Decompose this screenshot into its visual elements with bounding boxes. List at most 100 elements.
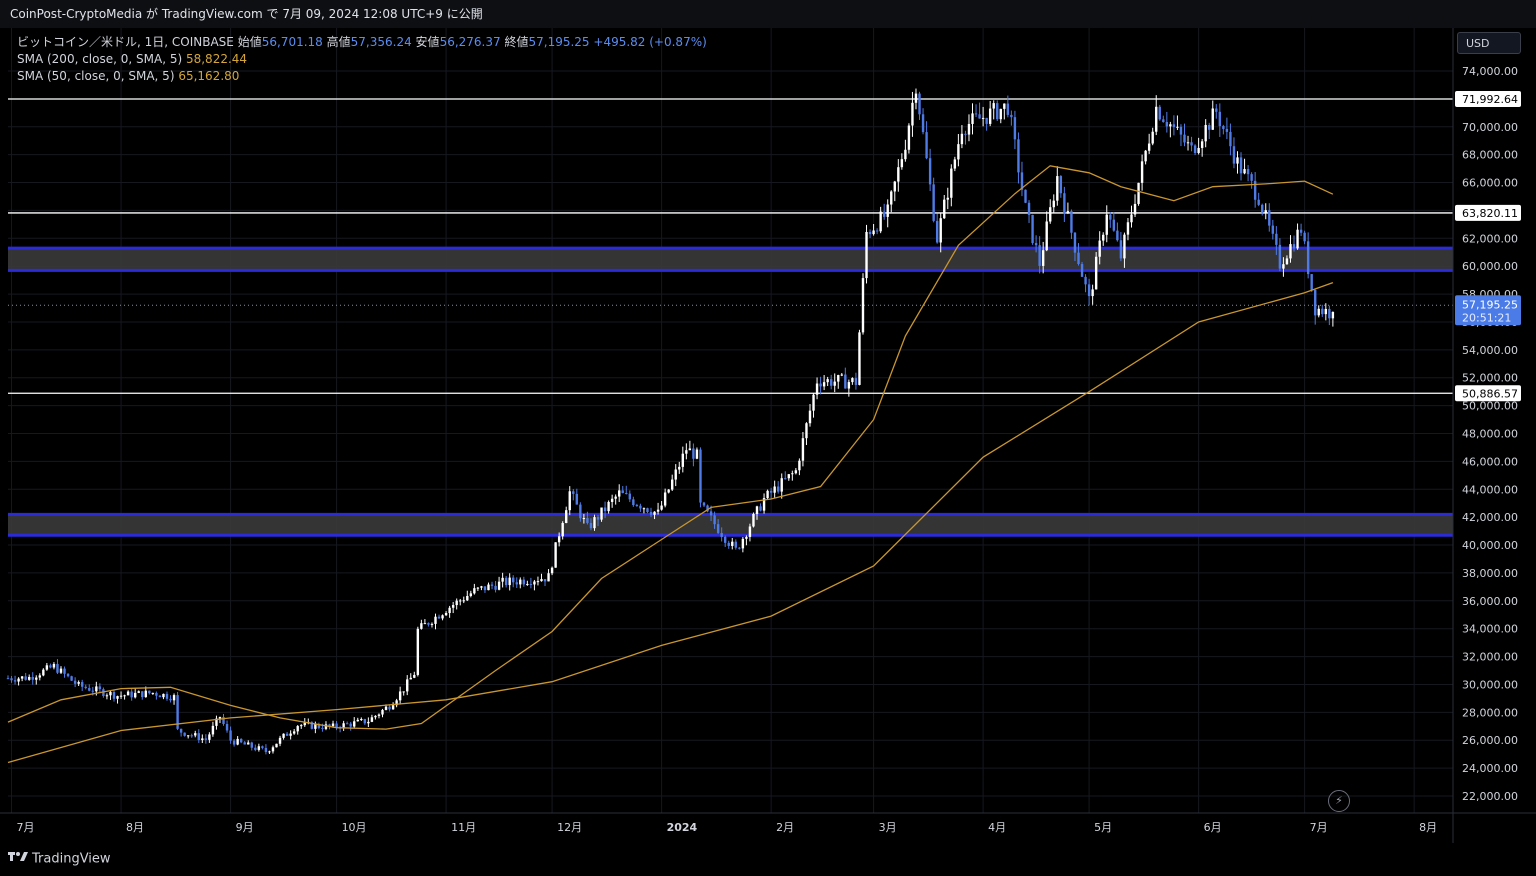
support-resistance-zone[interactable] bbox=[8, 514, 1453, 536]
candle-body bbox=[752, 514, 755, 527]
price-axis-tick-label: 62,000.00 bbox=[1462, 232, 1518, 245]
candle-body bbox=[1038, 245, 1041, 266]
sma200-label: SMA (200, close, 0, SMA, 5) bbox=[17, 52, 183, 66]
candle-body bbox=[653, 511, 656, 515]
candle-body bbox=[543, 579, 547, 582]
candle-body bbox=[646, 508, 649, 512]
candle-body bbox=[1077, 252, 1080, 265]
candle-body bbox=[342, 723, 345, 729]
candle-body bbox=[1310, 274, 1313, 290]
time-axis-tick-label: 2月 bbox=[776, 821, 794, 834]
candle-body bbox=[1271, 225, 1275, 234]
candle-body bbox=[95, 686, 98, 692]
candle-body bbox=[610, 498, 614, 502]
candle-body bbox=[766, 490, 769, 499]
candle-body bbox=[1296, 229, 1299, 249]
candle-body bbox=[935, 220, 939, 243]
candle-body bbox=[882, 211, 886, 217]
candle-body bbox=[1027, 202, 1031, 215]
candle-body bbox=[1056, 176, 1059, 201]
candle-body bbox=[211, 725, 215, 735]
candle-body bbox=[1034, 243, 1038, 246]
candle-body bbox=[557, 536, 561, 543]
candle-body bbox=[444, 612, 448, 616]
candle-body bbox=[201, 738, 204, 741]
level-price-badge[interactable] bbox=[1455, 385, 1521, 402]
candle-body bbox=[1179, 126, 1183, 135]
candle-body bbox=[321, 727, 324, 729]
candle-body bbox=[328, 724, 331, 727]
candle-body bbox=[208, 734, 211, 740]
candle-body bbox=[1098, 240, 1101, 257]
candle-body bbox=[52, 663, 56, 668]
candle-body bbox=[794, 470, 798, 474]
candle-body bbox=[487, 584, 490, 591]
candle-body bbox=[745, 536, 748, 539]
candle-body bbox=[992, 103, 995, 109]
candle-body bbox=[105, 695, 109, 697]
candle-body bbox=[1275, 233, 1278, 245]
candle-body bbox=[239, 738, 243, 743]
candle-body bbox=[473, 588, 476, 594]
candle-body bbox=[144, 690, 147, 698]
candle-body bbox=[861, 278, 865, 333]
candle-body bbox=[247, 742, 250, 745]
candle-body bbox=[1190, 142, 1193, 146]
price-axis-tick-label: 42,000.00 bbox=[1462, 511, 1518, 524]
candle-body bbox=[921, 114, 925, 133]
candle-body bbox=[116, 696, 119, 699]
candle-body bbox=[603, 507, 607, 512]
candle-body bbox=[236, 738, 239, 745]
support-resistance-zone[interactable] bbox=[8, 248, 1453, 271]
candle-body bbox=[808, 410, 812, 424]
candle-body bbox=[363, 719, 367, 724]
candle-body bbox=[946, 197, 949, 200]
sma200-line[interactable] bbox=[7, 281, 1334, 764]
candle-body bbox=[268, 751, 271, 753]
lightning-icon[interactable]: ⚡ bbox=[1328, 790, 1350, 812]
candle-body bbox=[109, 691, 112, 696]
sma50-legend-row[interactable]: SMA (50, close, 0, SMA, 5) 65,162.80 bbox=[17, 68, 707, 85]
candle-body bbox=[35, 677, 38, 680]
candle-body bbox=[331, 723, 335, 727]
candle-body bbox=[854, 378, 858, 385]
candle-body bbox=[466, 595, 469, 601]
tradingview-footer: TradingView bbox=[0, 843, 1536, 875]
level-price-badge[interactable] bbox=[1455, 204, 1521, 221]
candle-body bbox=[402, 691, 405, 693]
candle-body bbox=[1278, 244, 1282, 269]
candle-body bbox=[769, 490, 773, 493]
candle-body bbox=[162, 693, 165, 698]
candle-body bbox=[967, 123, 971, 135]
candle-body bbox=[974, 113, 978, 115]
price-chart-svg[interactable]: 74,000.0072,000.0070,000.0068,000.0066,0… bbox=[0, 28, 1536, 843]
candle-body bbox=[1126, 222, 1130, 235]
candle-body bbox=[1204, 124, 1207, 142]
candle-body bbox=[529, 583, 533, 585]
sma200-legend-row[interactable]: SMA (200, close, 0, SMA, 5) 58,822.44 bbox=[17, 51, 707, 68]
candle-body bbox=[875, 230, 879, 232]
candle-body bbox=[1197, 147, 1200, 154]
candle-body bbox=[741, 538, 745, 549]
sma50-line[interactable] bbox=[7, 165, 1334, 730]
candle-body bbox=[141, 691, 144, 698]
candle-body bbox=[1268, 210, 1271, 226]
candle-body bbox=[593, 517, 596, 529]
candle-body bbox=[197, 733, 200, 741]
last-price-badge[interactable] bbox=[1455, 295, 1521, 326]
candle-body bbox=[377, 714, 381, 716]
candle-body bbox=[1324, 308, 1328, 315]
candle-body bbox=[575, 493, 579, 505]
symbol-label[interactable]: ビットコイン／米ドル, 1日, COINBASE bbox=[17, 35, 234, 49]
candle-body bbox=[169, 698, 172, 701]
level-price-badge[interactable] bbox=[1455, 90, 1521, 107]
candle-body bbox=[625, 493, 628, 495]
candle-body bbox=[1314, 289, 1317, 316]
candle-body bbox=[1116, 230, 1119, 241]
candle-body bbox=[388, 706, 391, 710]
candle-body bbox=[179, 728, 183, 733]
chart-area[interactable]: 74,000.0072,000.0070,000.0068,000.0066,0… bbox=[0, 28, 1536, 843]
candle-body bbox=[1147, 143, 1151, 151]
currency-button[interactable]: USD bbox=[1457, 32, 1521, 54]
time-axis-tick-label: 4月 bbox=[988, 821, 1006, 834]
